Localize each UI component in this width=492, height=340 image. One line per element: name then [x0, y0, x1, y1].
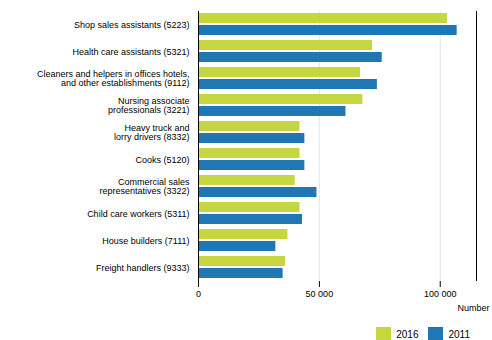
svg-text:Cooks (5120): Cooks (5120): [135, 155, 189, 165]
svg-text:Heavy truck andlorry drivers (: Heavy truck andlorry drivers (8332): [114, 123, 190, 142]
svg-text:Freight handlers (9333): Freight handlers (9333): [96, 263, 190, 273]
svg-text:Child care workers (5311): Child care workers (5311): [87, 209, 189, 219]
svg-text:100 000: 100 000: [424, 289, 457, 299]
svg-text:Number: Number: [457, 303, 489, 313]
svg-text:Health care assistants (5321): Health care assistants (5321): [72, 47, 189, 57]
svg-text:0: 0: [196, 289, 201, 299]
svg-text:50 000: 50 000: [306, 289, 334, 299]
svg-text:Shop sales assistants (5223): Shop sales assistants (5223): [74, 20, 190, 30]
svg-text:House builders (7111): House builders (7111): [102, 236, 189, 246]
svg-text:Commercial salesrepresentative: Commercial salesrepresentatives (3322): [99, 177, 190, 196]
svg-text:Nursing associateprofessionals: Nursing associateprofessionals (3221): [108, 96, 190, 115]
html-text:2016: 2016: [396, 329, 419, 340]
svg-text:Cleaners and helpers in office: Cleaners and helpers in offices hotels,a…: [37, 69, 189, 88]
html-text:2011: 2011: [448, 329, 470, 340]
